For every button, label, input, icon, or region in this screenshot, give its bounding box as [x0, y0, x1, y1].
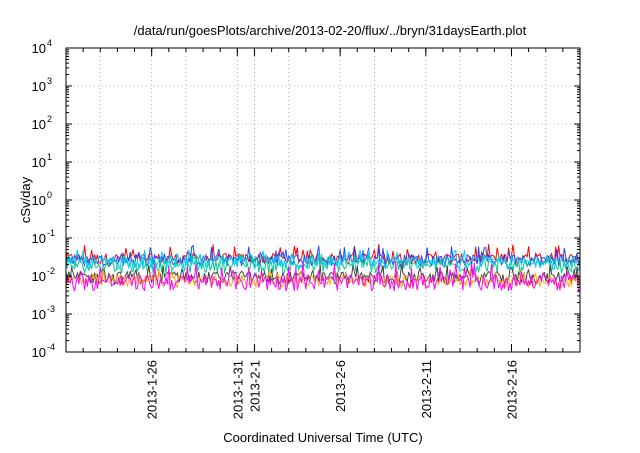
svg-text:0: 0	[47, 190, 52, 200]
svg-text:10: 10	[32, 117, 46, 132]
x-tick-label: 2013-1-31	[230, 360, 245, 419]
svg-text:10: 10	[32, 269, 46, 284]
svg-text:10: 10	[32, 79, 46, 94]
svg-text:1: 1	[47, 152, 52, 162]
y-tick-label: 10 3	[32, 76, 52, 94]
y-tick-label: 10 -4	[32, 342, 55, 360]
y-tick-label: 10 0	[32, 190, 52, 208]
svg-text:4: 4	[47, 38, 52, 48]
x-tick-label: 2013-2-11	[419, 360, 434, 418]
svg-text:10: 10	[32, 345, 46, 360]
x-tick-label: 2013-2-6	[333, 360, 348, 412]
y-tick-label: 10 1	[32, 152, 52, 170]
y-tick-label: 10 -2	[32, 266, 55, 284]
y-tick-label: 10 2	[32, 114, 52, 132]
y-tick-label: 10 -3	[32, 304, 55, 322]
x-axis-ticks: 2013-1-26 2013-1-31 2013-2-1 2013-2-6 2013-2…	[82, 48, 564, 419]
svg-text:10: 10	[32, 307, 46, 322]
y-axis-label: cSv/day	[18, 176, 33, 223]
svg-text:10: 10	[32, 41, 46, 56]
y-tick-label: 10 -1	[32, 228, 55, 246]
svg-text:2: 2	[47, 114, 52, 124]
x-tick-label: 2013-1-26	[145, 360, 160, 419]
svg-text:-2: -2	[47, 266, 55, 276]
svg-text:10: 10	[32, 193, 46, 208]
svg-text:10: 10	[32, 155, 46, 170]
series-line	[65, 264, 581, 286]
chart-title: /data/run/goesPlots/archive/2013-02-20/f…	[134, 23, 527, 38]
series-line	[65, 261, 581, 293]
svg-text:3: 3	[47, 76, 52, 86]
series-line	[65, 249, 581, 271]
svg-text:-4: -4	[47, 342, 55, 352]
data-series	[65, 244, 581, 293]
grid-lines	[66, 48, 580, 352]
x-tick-label: 2013-2-1	[247, 360, 262, 412]
x-axis-label: Coordinated Universal Time (UTC)	[223, 430, 422, 445]
series-line	[65, 253, 581, 275]
svg-text:10: 10	[32, 231, 46, 246]
x-tick-label: 2013-2-16	[504, 360, 519, 419]
svg-text:-3: -3	[47, 304, 55, 314]
y-tick-label: 10 4	[32, 38, 52, 56]
svg-text:-1: -1	[47, 228, 55, 238]
